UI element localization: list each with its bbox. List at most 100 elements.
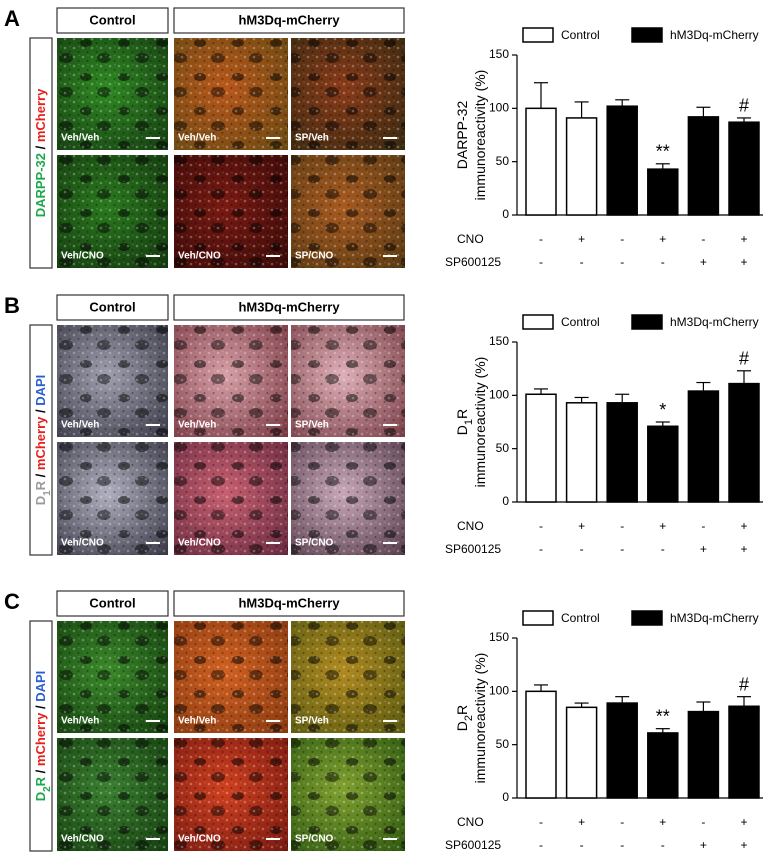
header-box [56,7,169,34]
y-axis-title-line: immunoreactivity (%) [472,357,488,488]
micrograph-texture [57,621,168,733]
micrograph-texture [174,621,288,733]
significance-mark: # [739,674,749,694]
image-label: SP/CNO [295,251,334,262]
y-axis-title-part: immunoreactivity (%) [472,653,488,784]
condition-value: - [620,542,624,556]
condition-value: - [580,542,584,556]
header-label: hM3Dq-mCherry [238,595,340,610]
stain-box [29,324,53,556]
condition-value: - [620,838,624,852]
y-axis-title-line: immunoreactivity (%) [472,70,488,201]
micrograph-texture [57,155,168,268]
condition-value: - [661,542,665,556]
bar [647,168,679,216]
image-label: Veh/Veh [61,133,99,144]
image-label: Veh/CNO [61,834,104,845]
stain-label: DARPP-32 / mCherry [33,88,48,217]
stain-box [29,37,53,269]
image-label: Veh/Veh [178,420,216,431]
condition-name: CNO [457,815,484,829]
condition-value: + [578,232,585,246]
bar [525,393,557,503]
condition-value: - [539,838,543,852]
stain-part: 2 [42,786,53,792]
significance-mark: ** [656,706,670,726]
micrograph-texture [174,738,288,851]
condition-value: + [700,542,707,556]
micrograph-texture [174,38,288,150]
image-label: Veh/Veh [61,716,99,727]
condition-value: + [700,255,707,269]
image-label: SP/Veh [295,420,329,431]
legend-swatch [631,27,663,43]
y-axis-title-part: D [454,425,470,435]
micrograph-texture [57,442,168,555]
legend-swatch [631,314,663,330]
condition-value: + [740,838,747,852]
bar [565,706,598,799]
significance-mark: * [659,400,666,420]
panel: C Control hM3Dq-mCherry D2R / mCherry / DAP… [4,589,405,852]
stain-part: / [33,470,48,481]
image-label: Veh/CNO [61,538,104,549]
condition-value: - [661,838,665,852]
stain-part: 1 [42,490,53,496]
y-tick-label: 50 [496,441,510,455]
condition-value: + [659,519,666,533]
y-tick-label: 100 [489,388,509,402]
y-axis-title-part: 2 [463,715,475,721]
y-axis-title-part: R [454,409,470,419]
panel-letter: C [4,589,20,614]
bar [565,402,598,503]
bar [728,705,760,799]
bar [687,710,720,799]
condition-value: + [659,815,666,829]
significance-mark: # [739,96,749,116]
image-label: SP/Veh [295,716,329,727]
condition-value: + [578,519,585,533]
significance-mark: # [739,349,749,369]
stain-part: R [33,776,48,786]
legend-swatch [522,27,554,43]
header-box [56,294,169,321]
bar [565,117,598,216]
condition-value: - [701,232,705,246]
condition-value: - [580,838,584,852]
stain-part: DAPI [33,375,48,406]
stain-part: mCherry [33,88,48,142]
bar [647,425,679,503]
condition-value: - [701,815,705,829]
legend-label: Control [561,28,600,42]
micrograph-texture [291,621,405,733]
y-tick-label: 150 [489,47,509,61]
condition-name: CNO [457,232,484,246]
bar [525,690,557,799]
micrograph-texture [291,155,405,268]
stain-part: DAPI [33,671,48,702]
y-tick-label: 100 [489,101,509,115]
micrograph-texture [57,738,168,851]
condition-value: - [539,815,543,829]
condition-value: + [740,232,747,246]
bar [606,702,638,799]
micrograph-texture [174,325,288,437]
header-label: Control [89,595,135,610]
header-box [173,590,405,617]
condition-value: + [740,255,747,269]
y-axis-title-line: DARPP-32 [454,101,470,170]
y-tick-label: 150 [489,630,509,644]
micrograph-texture [291,325,405,437]
stain-part: / [33,702,48,713]
stain-label: D2R / mCherry / DAPI [33,671,53,802]
y-tick-label: 100 [489,684,509,698]
header-box [173,7,405,34]
y-tick-label: 50 [496,737,510,751]
micrograph-texture [57,38,168,150]
condition-value: + [659,232,666,246]
stain-part: D [33,792,48,801]
header-label: hM3Dq-mCherry [238,299,340,314]
condition-name: SP600125 [445,838,501,852]
